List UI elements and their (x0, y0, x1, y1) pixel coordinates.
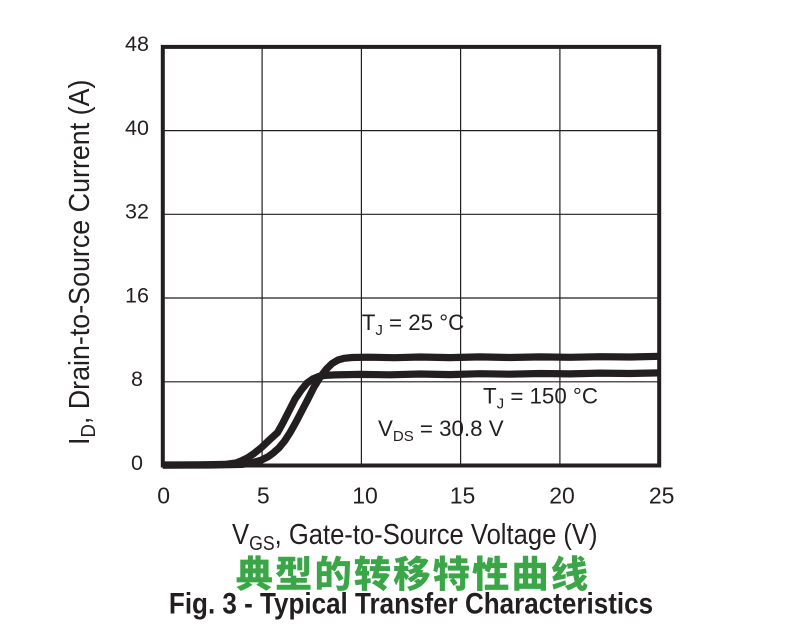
svg-text:5: 5 (257, 483, 270, 509)
svg-text:20: 20 (549, 483, 575, 509)
svg-text:VGS, Gate-to-Source Voltage (V: VGS, Gate-to-Source Voltage (V) (232, 517, 598, 554)
svg-text:40: 40 (125, 116, 149, 140)
svg-text:16: 16 (125, 283, 149, 307)
svg-text:TJ = 25 °C: TJ = 25 °C (362, 310, 465, 339)
svg-text:32: 32 (125, 200, 149, 224)
svg-text:25: 25 (649, 483, 675, 509)
svg-text:48: 48 (125, 32, 149, 56)
svg-text:ID, Drain-to-Source Current (A: ID, Drain-to-Source Current (A) (63, 80, 100, 445)
svg-text:0: 0 (157, 483, 170, 509)
svg-text:TJ = 150 °C: TJ = 150 °C (483, 384, 598, 413)
svg-text:0: 0 (131, 451, 143, 475)
svg-text:15: 15 (450, 483, 476, 509)
svg-text:10: 10 (352, 483, 378, 509)
svg-text:8: 8 (131, 367, 143, 391)
svg-text:VDS = 30.8 V: VDS = 30.8 V (378, 416, 504, 445)
svg-text:Fig. 3 - Typical Transfer Char: Fig. 3 - Typical Transfer Characteristic… (169, 587, 653, 620)
